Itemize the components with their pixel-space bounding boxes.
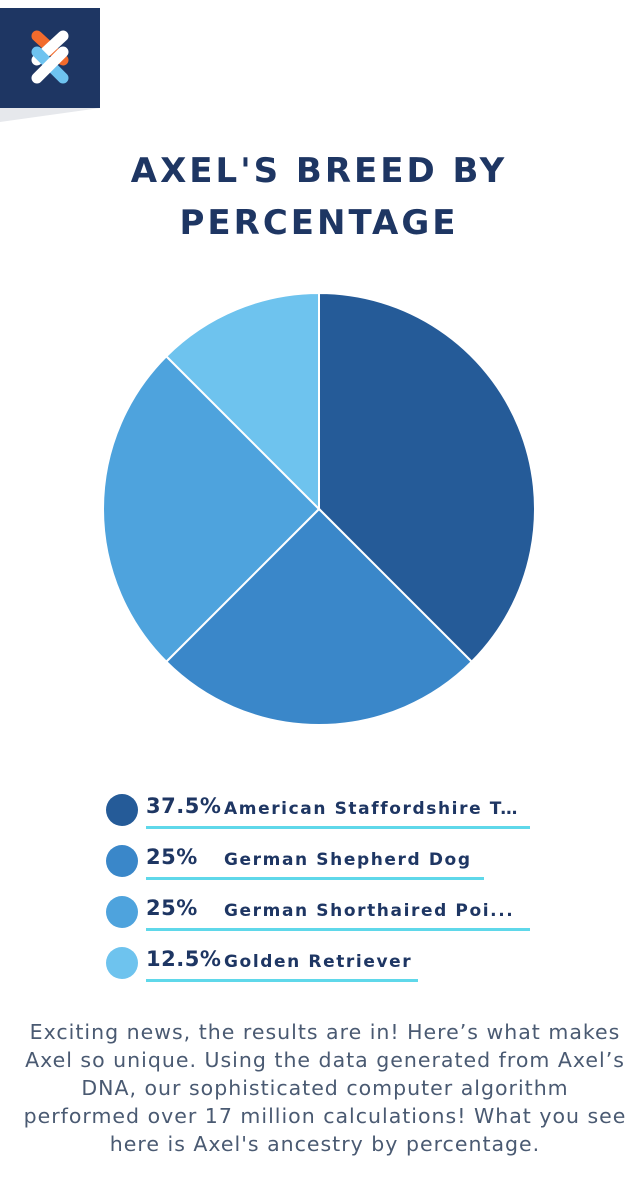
legend-color-dot — [106, 896, 138, 928]
legend-percentage: 37.5% — [146, 794, 222, 818]
legend-breed-name: American Staffordshire T... — [224, 799, 524, 819]
pie-slice-3 — [102, 354, 321, 664]
results-description: Exciting news, the results are in! Here’… — [23, 1020, 627, 1156]
legend-item: 12.5% Golden Retriever — [0, 943, 638, 987]
title-line-2: PERCENTAGE — [179, 203, 459, 243]
legend-underline — [146, 979, 418, 982]
legend-color-dot — [106, 845, 138, 877]
legend-underline — [146, 877, 484, 880]
breed-pie-chart — [100, 290, 538, 728]
legend-breed-name: Golden Retriever — [224, 952, 413, 972]
legend-breed-name: German Shorthaired Poi... — [224, 901, 515, 921]
logo-shadow — [0, 108, 100, 122]
legend-underline — [146, 928, 530, 931]
legend-underline — [146, 826, 530, 829]
legend-item: 25% German Shepherd Dog — [0, 841, 638, 885]
legend-item: 25% German Shorthaired Poi... — [0, 892, 638, 936]
pie-slice-1 — [318, 291, 536, 664]
pie-slice-4 — [164, 291, 320, 512]
title-line-1: AXEL'S BREED BY — [130, 151, 508, 191]
legend-breed-name: German Shepherd Dog — [224, 850, 472, 870]
pie-svg — [102, 291, 536, 726]
logo-block — [0, 0, 130, 130]
legend-color-dot — [106, 794, 138, 826]
legend-percentage: 12.5% — [146, 947, 222, 971]
embark-x-logo-icon — [31, 30, 69, 84]
legend-color-dot — [106, 947, 138, 979]
legend-item: 37.5% American Staffordshire T... — [0, 790, 638, 834]
page-title: AXEL'S BREED BY PERCENTAGE — [0, 145, 638, 249]
legend-percentage: 25% — [146, 896, 198, 920]
pie-slice-2 — [164, 507, 474, 726]
legend-percentage: 25% — [146, 845, 198, 869]
